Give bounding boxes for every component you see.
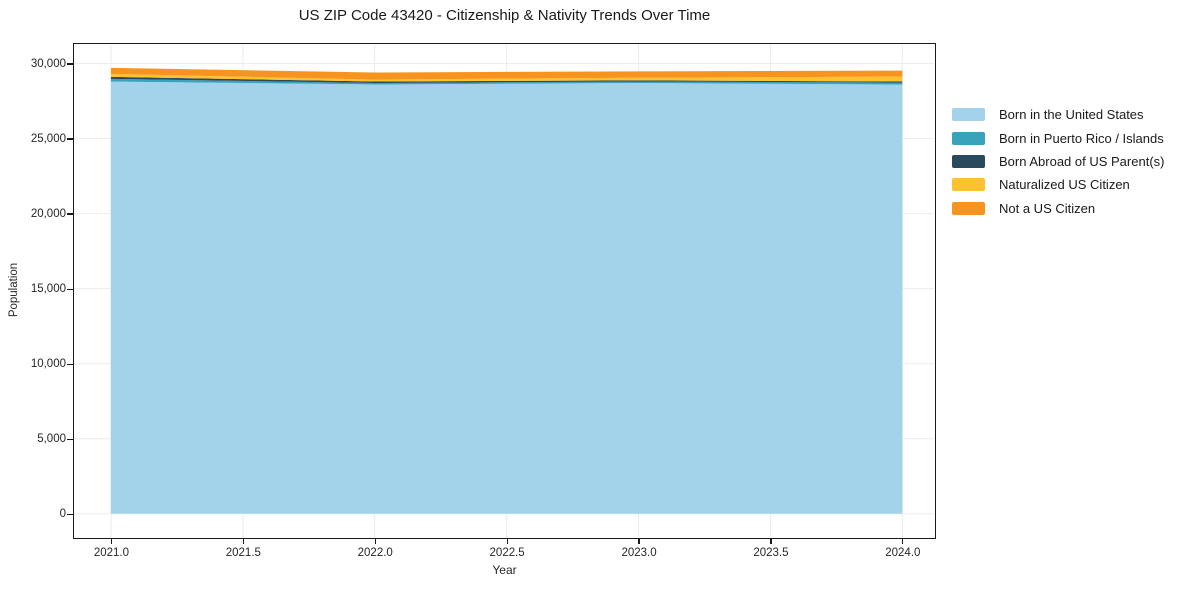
x-tick-label: 2022.0	[357, 547, 393, 559]
legend-item: Naturalized US Citizen	[952, 173, 1164, 196]
area-born-abroad-of-us-parent-s	[110, 76, 903, 84]
x-axis-label: Year	[492, 563, 517, 577]
area-born-in-the-united-states	[110, 81, 903, 514]
y-tick-mark	[67, 288, 73, 290]
y-tick-label: 30,000	[30, 58, 66, 70]
x-tick-mark	[638, 539, 640, 544]
legend-swatch	[952, 108, 985, 122]
stacked-area-plot	[74, 44, 934, 537]
x-tick-label: 2021.5	[225, 547, 261, 559]
y-tick-label: 25,000	[30, 133, 66, 146]
y-tick-mark	[67, 138, 73, 140]
legend-swatch	[952, 178, 985, 192]
plot-area	[73, 43, 936, 539]
y-tick-label: 0	[59, 508, 66, 521]
y-tick-mark	[67, 513, 73, 515]
x-tick-mark	[770, 539, 772, 544]
x-tick-mark	[506, 539, 508, 544]
legend-swatch	[952, 154, 985, 168]
legend-label: Born Abroad of US Parent(s)	[999, 153, 1165, 169]
x-tick-label: 2022.5	[489, 547, 525, 559]
area-not-a-us-citizen	[110, 67, 903, 80]
y-tick-label: 20,000	[30, 208, 66, 221]
x-tick-mark	[110, 539, 113, 544]
y-tick-mark	[67, 63, 73, 65]
legend-item: Born Abroad of US Parent(s)	[952, 150, 1164, 173]
legend-swatch	[952, 201, 985, 215]
legend-label: Born in Puerto Rico / Islands	[999, 130, 1164, 146]
legend-label: Naturalized US Citizen	[999, 177, 1130, 193]
x-tick-label: 2023.5	[753, 547, 789, 559]
x-tick-label: 2021.0	[93, 547, 130, 559]
area-naturalized-us-citizen	[110, 73, 903, 82]
legend-item: Born in Puerto Rico / Islands	[952, 126, 1164, 149]
y-tick-label: 10,000	[30, 358, 66, 371]
x-tick-label: 2023.0	[621, 547, 657, 559]
legend-swatch	[952, 131, 985, 145]
x-tick-mark	[374, 539, 376, 544]
y-tick-mark	[67, 213, 73, 215]
legend: Born in the United States Born in Puerto …	[952, 103, 1164, 220]
y-tick-label: 5,000	[37, 433, 66, 446]
x-tick-mark	[902, 539, 904, 544]
y-tick-label: 15,000	[30, 283, 66, 296]
y-tick-mark	[67, 438, 73, 440]
legend-label: Born in the United States	[999, 107, 1144, 123]
y-tick-mark	[67, 363, 73, 365]
chart-title: US ZIP Code 43420 - Citizenship & Nativi…	[298, 7, 711, 24]
legend-item: Not a US Citizen	[952, 197, 1164, 220]
legend-item: Born in the United States	[952, 103, 1164, 126]
area-born-in-puerto-rico-islands	[110, 78, 903, 85]
x-tick-mark	[242, 539, 244, 544]
legend-label: Not a US Citizen	[999, 200, 1096, 216]
x-tick-label: 2024.0	[885, 547, 921, 559]
